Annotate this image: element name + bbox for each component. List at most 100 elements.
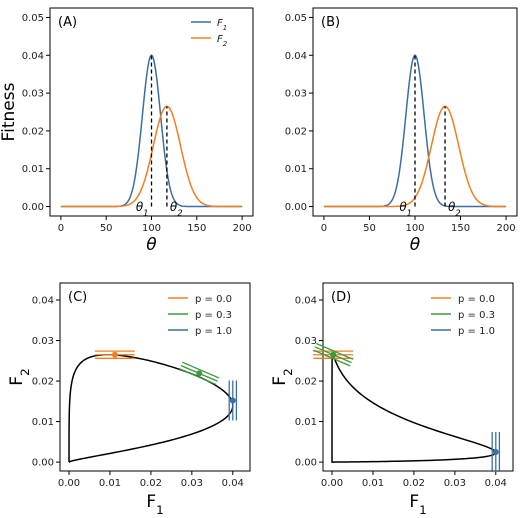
y-tick-label: 0.02 xyxy=(295,377,317,388)
indifference-line xyxy=(182,361,220,379)
x-axis-label: θ xyxy=(410,235,421,255)
x-tick-label: 0.02 xyxy=(140,478,162,489)
y-axis-label-base: F xyxy=(7,376,27,386)
legend-entry: p = 0.3 xyxy=(195,310,232,321)
optimum-label: θ1 xyxy=(399,200,412,218)
y-tick-label: 0.01 xyxy=(285,164,307,175)
y-axis-label-base: F xyxy=(270,376,290,386)
legend-entry: F1 xyxy=(217,18,227,32)
y-axis-label: F2 xyxy=(270,368,295,385)
optimum-label-base: θ xyxy=(399,200,407,214)
optimum-label-sub: 1 xyxy=(407,208,412,218)
legend-entry-base: F xyxy=(217,34,223,45)
optimum-label-base: θ xyxy=(448,200,456,214)
panel-label: (C) xyxy=(68,290,87,305)
fitness-set-curve xyxy=(331,353,497,463)
y-axis-label-sub: 2 xyxy=(281,368,295,376)
x-tick-label: 0 xyxy=(321,223,327,234)
panel-label: (A) xyxy=(58,15,77,30)
y-tick-label: 0.04 xyxy=(295,296,317,307)
legend-entry-base: F xyxy=(217,18,223,29)
y-tick-label: 0.02 xyxy=(285,126,307,137)
optimum-label-sub: 2 xyxy=(455,208,460,218)
legend-entry: p = 1.0 xyxy=(458,326,495,337)
optimum-label: θ2 xyxy=(448,200,461,218)
indifference-line xyxy=(313,349,351,367)
optimum-point xyxy=(492,448,499,455)
x-axis-label-sub: 1 xyxy=(419,503,427,517)
optimum-label: θ2 xyxy=(170,200,183,218)
legend-entry: p = 0.0 xyxy=(195,294,232,305)
y-tick-label: 0.02 xyxy=(22,126,44,137)
indifference-line xyxy=(179,368,217,386)
x-tick-label: 0.01 xyxy=(99,478,121,489)
optimum-label-sub: 1 xyxy=(143,208,148,218)
fitness-set-curve xyxy=(68,353,234,463)
y-tick-label: 0.03 xyxy=(285,89,307,100)
legend-entry: p = 0.3 xyxy=(458,310,495,321)
x-tick-label: 150 xyxy=(187,223,206,234)
x-tick-label: 100 xyxy=(405,223,424,234)
x-tick-label: 0.00 xyxy=(321,478,343,489)
y-tick-label: 0.03 xyxy=(295,336,317,347)
x-tick-label: 200 xyxy=(497,223,516,234)
x-tick-label: 50 xyxy=(363,223,376,234)
x-tick-label: 0.03 xyxy=(181,478,203,489)
y-tick-label: 0.01 xyxy=(22,164,44,175)
x-axis-label-base: F xyxy=(146,492,156,512)
plot-frame xyxy=(59,282,251,472)
legend-entry: p = 0.0 xyxy=(458,294,495,305)
y-tick-label: 0.00 xyxy=(22,202,44,213)
legend-entry: F2 xyxy=(217,34,228,48)
x-tick-label: 0.04 xyxy=(485,478,507,489)
y-axis-label: F2 xyxy=(7,368,32,385)
y-axis-label-sub: 2 xyxy=(18,368,32,376)
y-tick-label: 0.04 xyxy=(32,296,54,307)
x-tick-label: 100 xyxy=(142,223,161,234)
optimum-label: θ1 xyxy=(136,200,149,218)
indifference-line xyxy=(316,342,354,360)
legend-entry-sub: 2 xyxy=(223,40,228,48)
optimum-point xyxy=(330,351,337,358)
x-tick-label: 0.00 xyxy=(58,478,80,489)
y-tick-label: 0.00 xyxy=(295,458,317,469)
x-axis-label: F1 xyxy=(146,492,163,517)
y-tick-label: 0.00 xyxy=(32,458,54,469)
x-tick-label: 0.01 xyxy=(362,478,384,489)
y-tick-label: 0.00 xyxy=(285,202,307,213)
x-tick-label: 50 xyxy=(100,223,113,234)
panel-4: 0.00 0.01 0.02 0.03 0.04 0.00 0.01 0.02 0.03 0.04… xyxy=(270,282,514,517)
y-tick-label: 0.01 xyxy=(295,417,317,428)
optimum-label-sub: 2 xyxy=(177,208,182,218)
panel-2: 0 50 100 150 200 0.00 0.01 0.02 0.03 0.04 0.05 (B) θ… xyxy=(285,7,518,255)
x-tick-label: 0.02 xyxy=(403,478,425,489)
panel-label: (B) xyxy=(321,15,340,30)
y-axis-label: Fitness xyxy=(0,82,19,141)
optimum-point xyxy=(111,351,118,358)
y-tick-label: 0.05 xyxy=(22,13,44,24)
y-tick-label: 0.03 xyxy=(22,89,44,100)
y-tick-label: 0.03 xyxy=(32,336,54,347)
y-tick-label: 0.05 xyxy=(285,13,307,24)
legend-entry-sub: 1 xyxy=(223,24,227,32)
x-axis-label: θ xyxy=(146,235,157,255)
panel-3: 0.00 0.01 0.02 0.03 0.04 0.00 0.01 0.02 0.03 0.04… xyxy=(7,282,251,517)
optimum-label-base: θ xyxy=(136,200,144,214)
y-tick-label: 0.01 xyxy=(32,417,54,428)
plot-frame xyxy=(322,282,514,472)
panel-1: 0 50 100 150 200 0.00 0.01 0.02 0.03 0.04 0.05 (A) θ… xyxy=(0,7,254,255)
y-tick-label: 0.04 xyxy=(285,51,307,62)
legend-entry: p = 1.0 xyxy=(195,326,232,337)
x-axis-label-base: F xyxy=(409,492,419,512)
optimum-point xyxy=(196,370,203,377)
x-tick-label: 150 xyxy=(451,223,470,234)
y-tick-label: 0.04 xyxy=(22,51,44,62)
x-tick-label: 200 xyxy=(233,223,252,234)
x-tick-label: 0.03 xyxy=(444,478,466,489)
optimum-point xyxy=(229,397,236,404)
panel-label: (D) xyxy=(331,290,351,305)
x-tick-label: 0 xyxy=(58,223,64,234)
y-tick-label: 0.02 xyxy=(32,377,54,388)
optimum-label-base: θ xyxy=(170,200,178,214)
